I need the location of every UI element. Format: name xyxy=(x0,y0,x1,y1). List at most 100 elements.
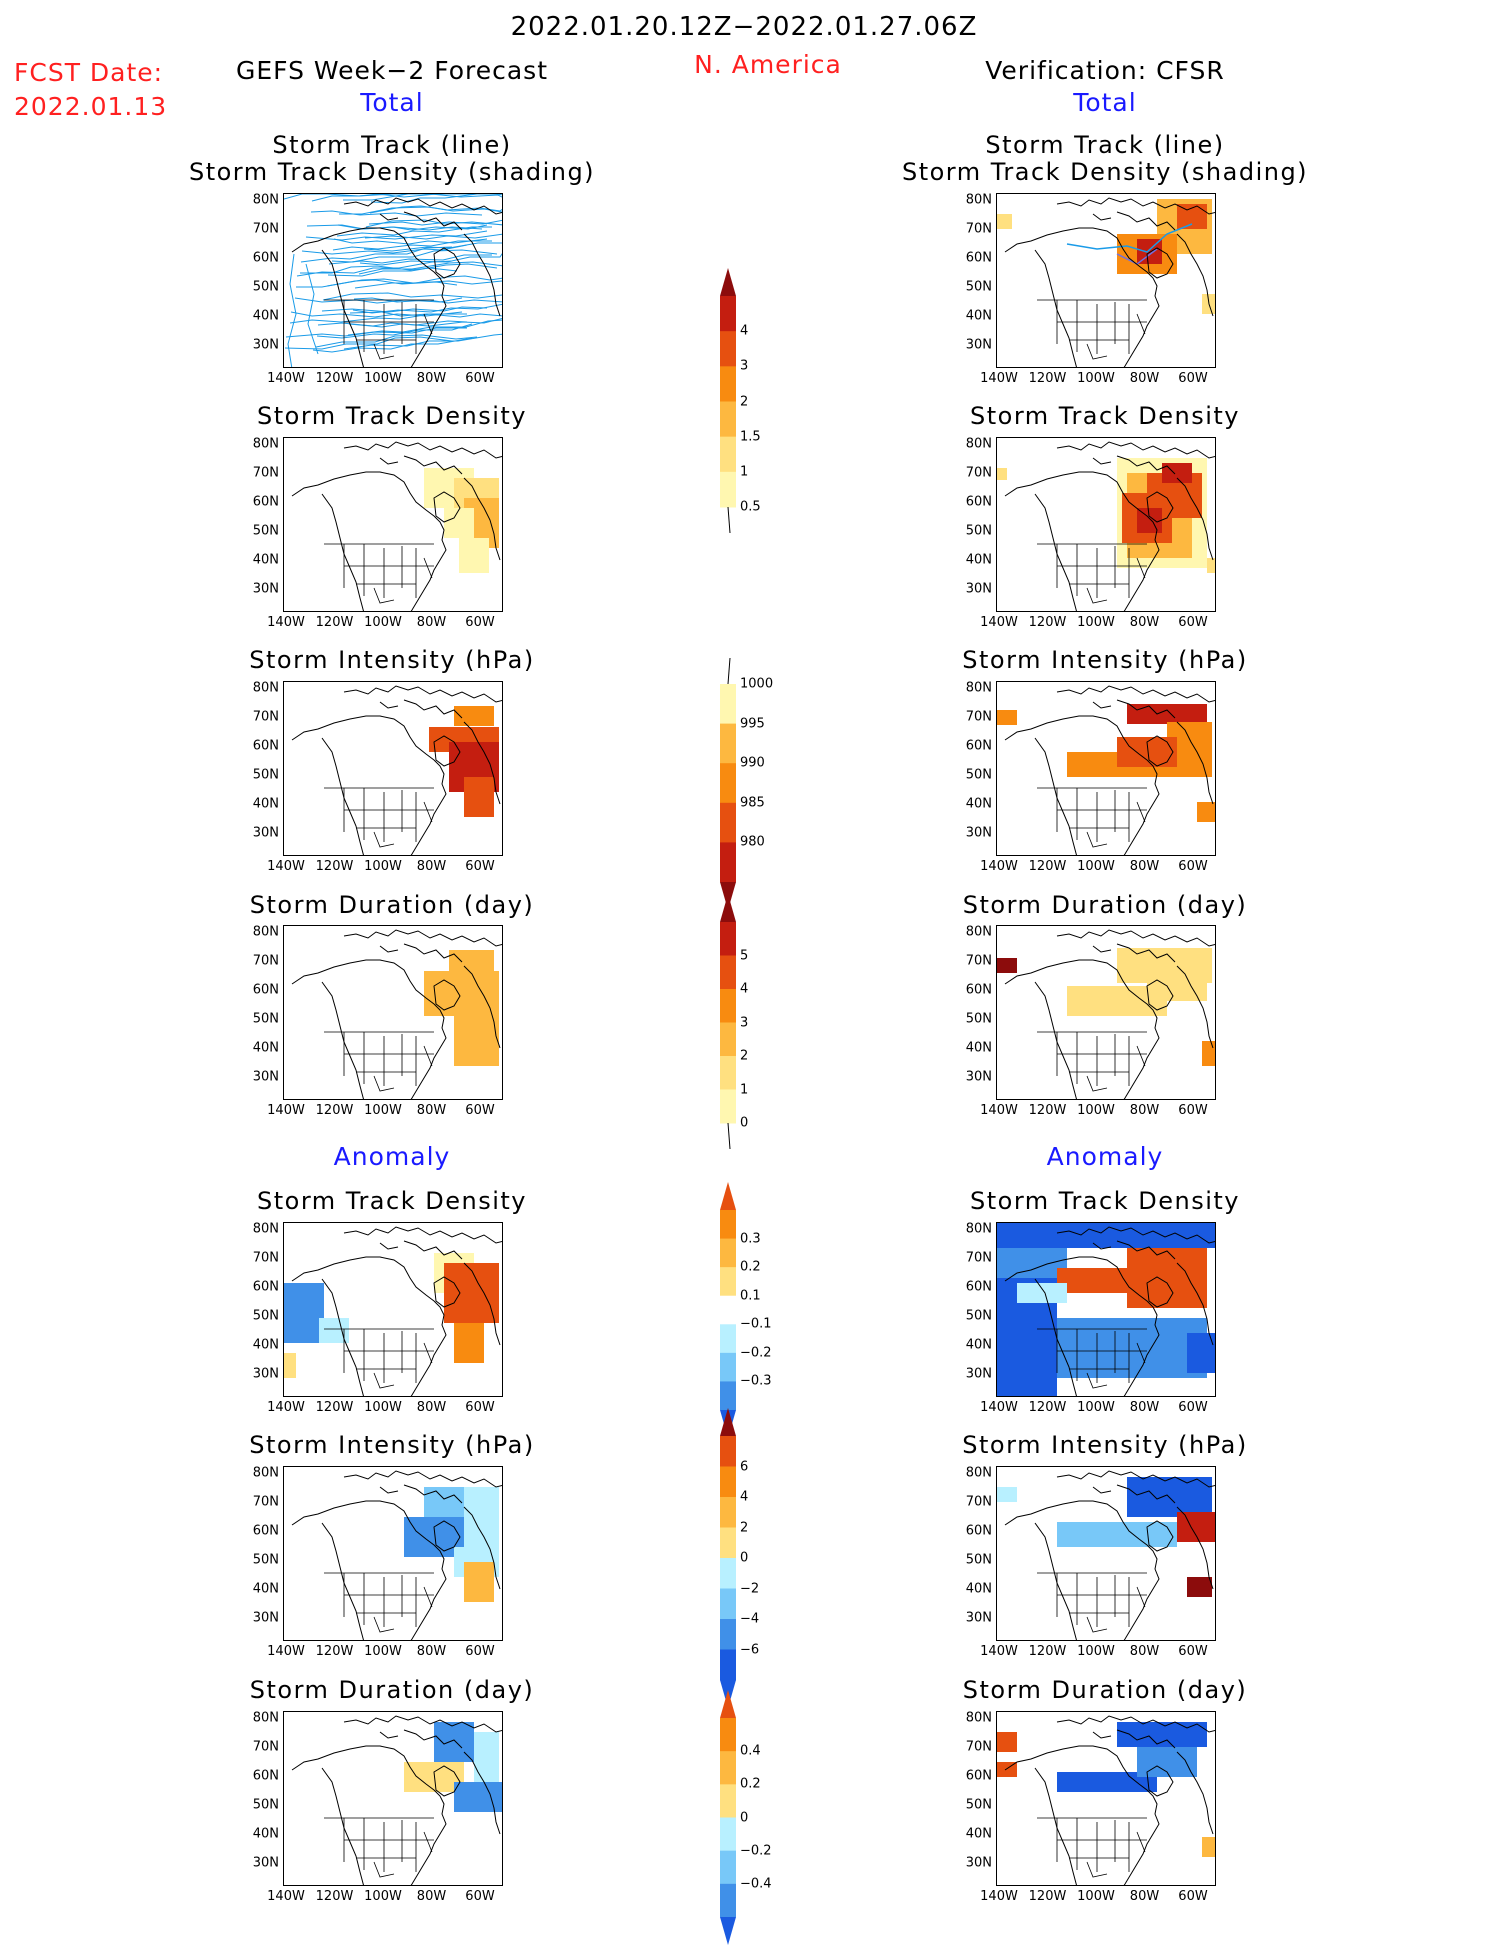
state-borders xyxy=(1037,1572,1147,1633)
lon-tick-label: 80W xyxy=(1129,1889,1160,1904)
colorbar-label: −0.1 xyxy=(740,1316,772,1332)
lon-tick-label: 120W xyxy=(315,1103,354,1118)
lat-tick-label: 40N xyxy=(252,1581,279,1597)
lat-tick-label: 30N xyxy=(965,581,992,597)
lon-tick-label: 140W xyxy=(267,371,305,386)
colorbar-swatch xyxy=(720,1619,736,1650)
lat-tick-label: 70N xyxy=(965,1250,992,1266)
lat-tick-label: 70N xyxy=(965,953,992,969)
colorbar-duration-total xyxy=(720,894,736,1150)
colorbar-label: 995 xyxy=(740,716,765,732)
shading-cell xyxy=(1147,971,1207,1001)
lat-tick-label: 70N xyxy=(252,953,279,969)
storm-track-line xyxy=(353,297,502,304)
arctic-islands-outline xyxy=(343,1715,502,1835)
state-borders xyxy=(1037,299,1147,360)
lon-tick-label: 140W xyxy=(267,1889,305,1904)
colorbar-swatch xyxy=(720,684,736,725)
lat-tick-label: 60N xyxy=(965,982,992,998)
storm-track-line xyxy=(284,336,453,350)
map-canvas xyxy=(997,441,1215,611)
shading-cell xyxy=(464,1487,499,1547)
lon-tick-label: 120W xyxy=(1028,1400,1067,1415)
storm-track-line xyxy=(317,320,468,327)
lon-tick-label: 80W xyxy=(416,1644,447,1659)
lon-tick-label: 120W xyxy=(315,859,354,874)
storm-track-line xyxy=(306,224,483,231)
colorbar-swatch xyxy=(720,1527,736,1559)
colorbar-label: 4 xyxy=(740,1489,749,1505)
map-canvas xyxy=(997,929,1215,1099)
arctic-islands-outline xyxy=(343,1226,502,1346)
shading-cell xyxy=(1177,1512,1215,1542)
state-borders xyxy=(324,1031,434,1092)
arctic-islands-outline xyxy=(1056,441,1215,561)
lat-tick-label: 70N xyxy=(252,1250,279,1266)
colorbar-label: 0 xyxy=(740,1810,749,1825)
lon-tick-label: 120W xyxy=(1028,615,1067,630)
map-panel-intensity-anom-right xyxy=(996,1466,1216,1641)
storm-track-line xyxy=(358,261,502,275)
storm-track-line xyxy=(305,230,488,241)
right-column-title: Verification: CFSR xyxy=(985,56,1225,85)
lat-tick-label: 70N xyxy=(965,465,992,481)
shading-cell xyxy=(444,1263,499,1323)
lon-tick-label: 100W xyxy=(1077,615,1115,630)
lon-tick-label: 100W xyxy=(364,1103,402,1118)
colorbar-label: −0.3 xyxy=(740,1373,772,1389)
shading-cell xyxy=(1057,1772,1157,1792)
total-left-label: Total xyxy=(360,88,424,117)
lon-tick-label: 80W xyxy=(416,859,447,874)
lat-tick-label: 70N xyxy=(252,465,279,481)
colorbar-swatch xyxy=(720,1784,736,1818)
lon-tick-label: 120W xyxy=(1028,371,1067,386)
lon-tick-label: 60W xyxy=(465,1889,495,1904)
lon-tick-label: 80W xyxy=(416,371,447,386)
map-canvas xyxy=(997,1223,1215,1396)
shading-cell xyxy=(464,1562,494,1602)
state-borders xyxy=(324,787,434,848)
fcst-date-value: 2022.01.13 xyxy=(14,92,168,121)
lon-tick-label: 60W xyxy=(1178,859,1208,874)
map-panel-track-left xyxy=(283,193,503,368)
lon-tick-label: 140W xyxy=(267,859,305,874)
lat-tick-label: 30N xyxy=(252,1855,279,1871)
colorbar-label: −6 xyxy=(740,1642,760,1657)
storm-track-line xyxy=(339,206,502,215)
arctic-islands-outline xyxy=(1056,1470,1215,1590)
coastline xyxy=(291,715,447,855)
state-borders xyxy=(324,1328,434,1389)
lat-tick-label: 40N xyxy=(252,1337,279,1353)
lon-tick-label: 140W xyxy=(980,859,1018,874)
lon-tick-label: 120W xyxy=(315,371,354,386)
lat-tick-label: 30N xyxy=(965,1069,992,1085)
colorbar-swatch xyxy=(720,296,736,332)
lat-tick-label: 30N xyxy=(252,337,279,353)
lat-tick-label: 70N xyxy=(965,1494,992,1510)
colorbar-swatch xyxy=(720,1718,736,1752)
lat-tick-label: 30N xyxy=(965,1855,992,1871)
lon-tick-label: 140W xyxy=(980,1103,1018,1118)
colorbar-label: 990 xyxy=(740,755,765,771)
shading-cell xyxy=(454,1782,502,1812)
colorbar-swatch xyxy=(720,471,736,508)
lon-tick-label: 120W xyxy=(315,1889,354,1904)
lat-tick-label: 70N xyxy=(252,1739,279,1755)
lat-tick-label: 50N xyxy=(252,767,279,783)
map-canvas xyxy=(291,1715,502,1885)
state-borders xyxy=(1037,543,1147,604)
lon-tick-label: 100W xyxy=(1077,1400,1115,1415)
lon-tick-label: 100W xyxy=(364,1644,402,1659)
lat-tick-label: 50N xyxy=(252,1797,279,1813)
lon-tick-label: 80W xyxy=(1129,859,1160,874)
coastline xyxy=(291,959,447,1099)
colorbar-density-anomaly xyxy=(720,1182,736,1438)
storm-track-line xyxy=(332,240,492,251)
lon-tick-label: 120W xyxy=(1028,1644,1067,1659)
lat-tick-label: 40N xyxy=(252,552,279,568)
storm-track-line xyxy=(305,263,319,355)
storm-track-line xyxy=(364,233,502,240)
storm-track-line xyxy=(370,194,502,204)
lon-tick-label: 120W xyxy=(315,1400,354,1415)
shading-cell xyxy=(997,214,1012,229)
